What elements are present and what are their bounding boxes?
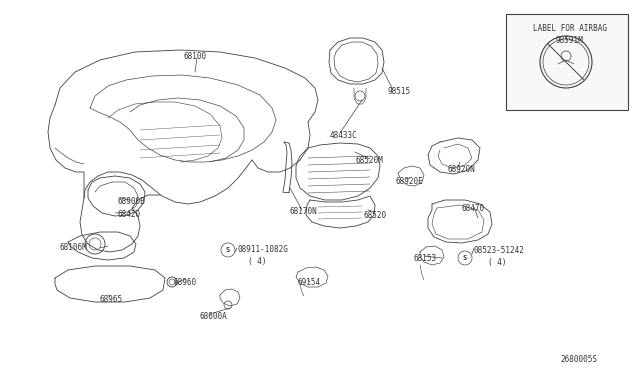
Text: 68153: 68153 <box>413 254 436 263</box>
Text: 68520: 68520 <box>363 211 386 220</box>
Text: 68600A: 68600A <box>200 312 228 321</box>
Text: 68960: 68960 <box>174 278 197 287</box>
Text: ( 4): ( 4) <box>488 258 506 267</box>
Text: 68920E: 68920E <box>395 177 423 186</box>
Text: 98591M: 98591M <box>556 36 584 45</box>
Text: 98515: 98515 <box>388 87 411 96</box>
Bar <box>506 14 628 110</box>
Text: S: S <box>463 256 467 262</box>
Text: 08523-51242: 08523-51242 <box>473 246 524 255</box>
Text: 68965: 68965 <box>99 295 122 304</box>
Text: 68920N: 68920N <box>447 165 475 174</box>
Text: 68420: 68420 <box>118 210 141 219</box>
Text: S: S <box>226 247 230 253</box>
Text: 68100: 68100 <box>183 52 206 61</box>
Text: 69154: 69154 <box>297 278 320 287</box>
Text: 48433C: 48433C <box>330 131 358 140</box>
Text: 68170N: 68170N <box>289 207 317 216</box>
Text: ( 4): ( 4) <box>248 257 266 266</box>
Text: 68900B: 68900B <box>118 197 146 206</box>
Text: 68520M: 68520M <box>355 156 383 165</box>
Text: 68106M: 68106M <box>60 243 88 252</box>
Text: 2680005S: 2680005S <box>560 355 597 364</box>
Text: LABEL FOR AIRBAG: LABEL FOR AIRBAG <box>533 24 607 33</box>
Text: 68470: 68470 <box>462 204 485 213</box>
Text: 08911-1082G: 08911-1082G <box>237 245 288 254</box>
